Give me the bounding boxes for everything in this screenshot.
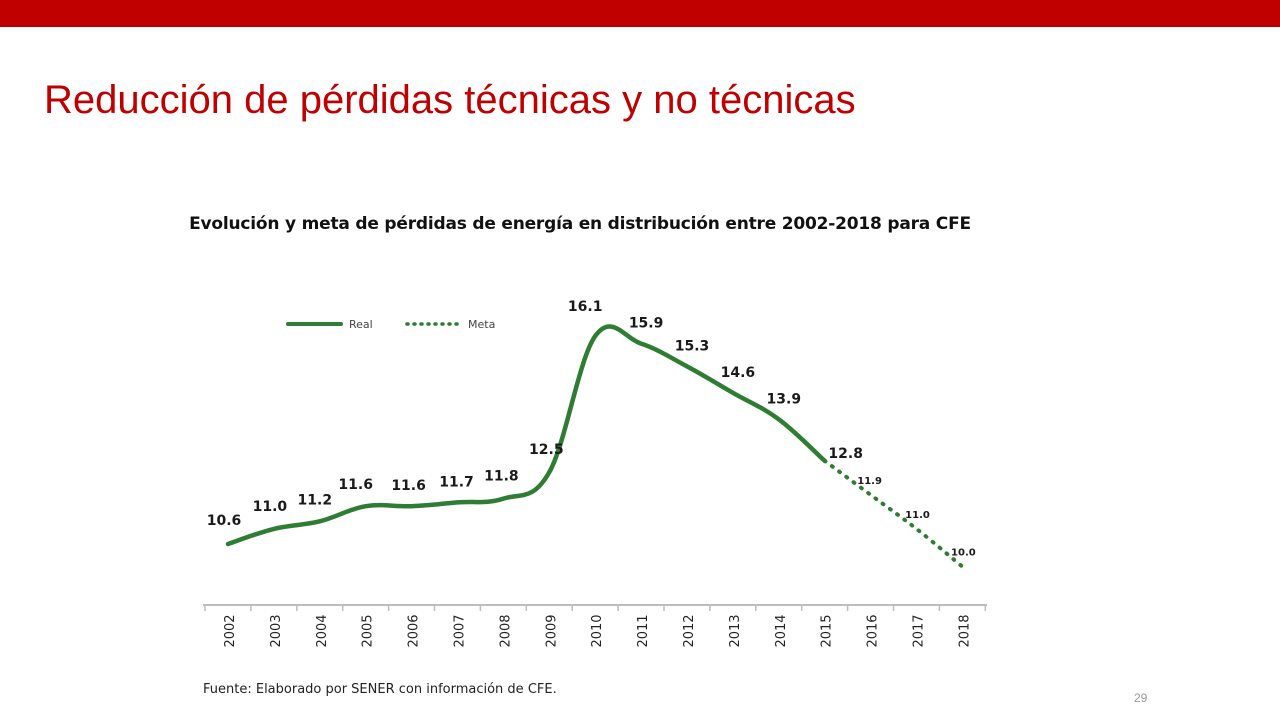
page-number: 29	[1134, 691, 1148, 705]
x-tick-label: 2013	[728, 614, 743, 647]
x-tick-label: 2002	[223, 614, 238, 647]
data-label: 12.5	[529, 442, 564, 458]
chart-title: Evolución y meta de pérdidas de energía …	[189, 214, 971, 234]
data-label: 10.0	[951, 548, 976, 559]
data-label: 11.8	[484, 469, 519, 485]
slide-title: Reducción de pérdidas técnicas y no técn…	[44, 78, 856, 122]
x-tick-label: 2015	[820, 614, 835, 647]
data-label: 16.1	[568, 299, 603, 315]
x-tick-label: 2006	[407, 614, 422, 647]
source-note: Fuente: Elaborado por SENER con informac…	[203, 682, 557, 697]
top-accent-bar	[0, 0, 1280, 27]
data-label: 11.6	[391, 478, 426, 494]
x-tick-label: 2005	[361, 614, 376, 647]
data-label: 11.6	[338, 477, 373, 493]
chart-legend: Real Meta	[286, 318, 495, 331]
x-tick-label: 2008	[498, 614, 513, 647]
data-labels: 10.6 11.0 11.2 11.6 11.6 11.7 11.8 12.5 16.1 15.9…	[207, 299, 976, 559]
data-label: 10.6	[207, 513, 242, 529]
x-tick-label: 2014	[774, 614, 789, 647]
x-axis: 2002 2003 2004 2005 2006 2007 2008 2009 2010 2011…	[203, 604, 987, 648]
x-tick-label: 2016	[866, 614, 881, 647]
data-label: 15.9	[629, 316, 664, 332]
legend-label: Real	[349, 318, 373, 331]
data-label: 13.9	[767, 391, 802, 407]
data-label: 11.7	[439, 474, 474, 490]
data-label: 11.9	[857, 476, 882, 487]
data-label: 15.3	[675, 338, 710, 354]
data-label: 11.2	[298, 492, 333, 508]
data-label: 11.0	[253, 499, 288, 515]
x-tick-label: 2004	[315, 614, 330, 647]
x-tick-label: 2011	[636, 614, 651, 647]
x-tick-label: 2018	[957, 614, 972, 647]
x-tick-label: 2010	[590, 614, 605, 647]
x-tick-label: 2012	[682, 614, 697, 647]
x-tick-label: 2017	[912, 614, 927, 647]
x-tick-label: 2007	[453, 614, 468, 647]
series-line-meta	[822, 458, 965, 569]
x-tick-label: 2003	[269, 614, 284, 647]
x-tick-label: 2009	[544, 614, 559, 647]
legend-label: Meta	[468, 318, 495, 331]
chart-lines	[225, 324, 965, 569]
data-label: 14.6	[721, 365, 756, 381]
data-label: 11.0	[905, 510, 930, 521]
series-line-real	[225, 324, 827, 547]
data-label: 12.8	[828, 446, 863, 462]
